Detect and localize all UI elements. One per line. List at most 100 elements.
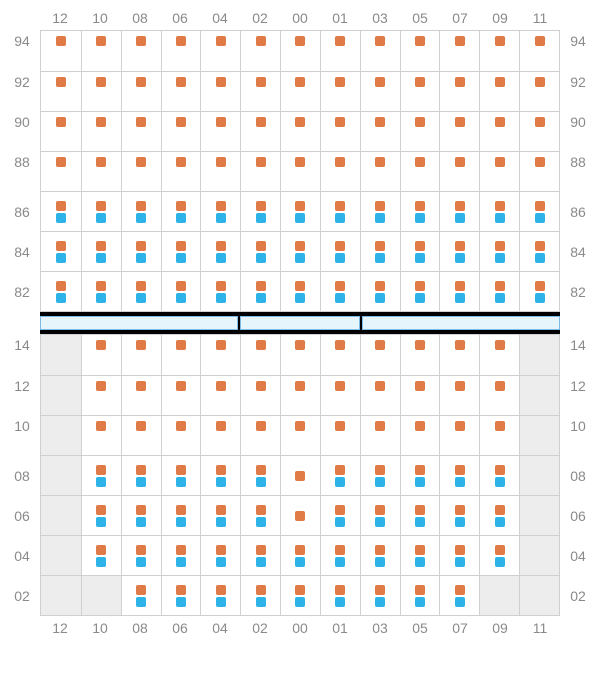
cell[interactable] bbox=[400, 232, 440, 271]
seat-marker[interactable] bbox=[176, 381, 186, 391]
cell[interactable] bbox=[360, 72, 400, 111]
cell[interactable] bbox=[200, 72, 240, 111]
seat-marker[interactable] bbox=[495, 213, 505, 223]
cell[interactable] bbox=[81, 335, 121, 375]
cell[interactable] bbox=[320, 72, 360, 111]
seat-marker[interactable] bbox=[176, 117, 186, 127]
seat-marker[interactable] bbox=[495, 421, 505, 431]
seat-marker[interactable] bbox=[415, 517, 425, 527]
seat-marker[interactable] bbox=[136, 477, 146, 487]
seat-marker[interactable] bbox=[176, 253, 186, 263]
cell[interactable] bbox=[200, 376, 240, 415]
seat-marker[interactable] bbox=[56, 281, 66, 291]
cell[interactable] bbox=[81, 152, 121, 191]
cell[interactable] bbox=[439, 112, 479, 151]
seat-marker[interactable] bbox=[256, 36, 266, 46]
seat-marker[interactable] bbox=[136, 421, 146, 431]
seat-marker[interactable] bbox=[455, 77, 465, 87]
cell[interactable] bbox=[200, 496, 240, 535]
seat-marker[interactable] bbox=[96, 421, 106, 431]
cell[interactable] bbox=[479, 31, 519, 71]
cell[interactable] bbox=[200, 272, 240, 311]
cell[interactable] bbox=[240, 232, 280, 271]
seat-marker[interactable] bbox=[256, 545, 266, 555]
seat-marker[interactable] bbox=[216, 253, 226, 263]
seat-marker[interactable] bbox=[136, 293, 146, 303]
seat-marker[interactable] bbox=[56, 201, 66, 211]
seat-marker[interactable] bbox=[216, 117, 226, 127]
seat-marker[interactable] bbox=[176, 597, 186, 607]
seat-marker[interactable] bbox=[415, 241, 425, 251]
cell[interactable] bbox=[479, 272, 519, 311]
seat-marker[interactable] bbox=[295, 293, 305, 303]
seat-marker[interactable] bbox=[455, 545, 465, 555]
cell[interactable] bbox=[320, 416, 360, 455]
seat-marker[interactable] bbox=[335, 505, 345, 515]
cell[interactable] bbox=[400, 72, 440, 111]
seat-marker[interactable] bbox=[176, 517, 186, 527]
seat-marker[interactable] bbox=[495, 545, 505, 555]
seat-marker[interactable] bbox=[375, 505, 385, 515]
cell[interactable] bbox=[320, 456, 360, 495]
seat-marker[interactable] bbox=[455, 597, 465, 607]
seat-marker[interactable] bbox=[455, 157, 465, 167]
seat-marker[interactable] bbox=[375, 477, 385, 487]
cell[interactable] bbox=[400, 496, 440, 535]
cell[interactable] bbox=[240, 335, 280, 375]
cell[interactable] bbox=[320, 232, 360, 271]
cell[interactable] bbox=[439, 456, 479, 495]
cell[interactable] bbox=[320, 576, 360, 615]
cell[interactable] bbox=[161, 376, 201, 415]
cell[interactable] bbox=[81, 192, 121, 231]
cell[interactable] bbox=[41, 272, 81, 311]
seat-marker[interactable] bbox=[256, 597, 266, 607]
seat-marker[interactable] bbox=[375, 241, 385, 251]
cell[interactable] bbox=[81, 72, 121, 111]
seat-marker[interactable] bbox=[335, 557, 345, 567]
seat-marker[interactable] bbox=[375, 545, 385, 555]
seat-marker[interactable] bbox=[295, 241, 305, 251]
seat-marker[interactable] bbox=[96, 340, 106, 350]
cell[interactable] bbox=[200, 31, 240, 71]
cell[interactable] bbox=[400, 576, 440, 615]
seat-marker[interactable] bbox=[415, 557, 425, 567]
seat-marker[interactable] bbox=[455, 557, 465, 567]
seat-marker[interactable] bbox=[216, 517, 226, 527]
seat-marker[interactable] bbox=[216, 421, 226, 431]
seat-marker[interactable] bbox=[96, 201, 106, 211]
cell[interactable] bbox=[200, 112, 240, 151]
seat-marker[interactable] bbox=[495, 340, 505, 350]
seat-marker[interactable] bbox=[256, 293, 266, 303]
cell[interactable] bbox=[400, 152, 440, 191]
cell[interactable] bbox=[400, 335, 440, 375]
seat-marker[interactable] bbox=[176, 36, 186, 46]
cell[interactable] bbox=[81, 496, 121, 535]
seat-marker[interactable] bbox=[256, 517, 266, 527]
cell[interactable] bbox=[360, 576, 400, 615]
cell[interactable] bbox=[161, 456, 201, 495]
cell[interactable] bbox=[200, 192, 240, 231]
seat-marker[interactable] bbox=[415, 585, 425, 595]
seat-marker[interactable] bbox=[256, 505, 266, 515]
cell[interactable] bbox=[161, 272, 201, 311]
seat-marker[interactable] bbox=[295, 421, 305, 431]
cell[interactable] bbox=[360, 272, 400, 311]
cell[interactable] bbox=[360, 376, 400, 415]
seat-marker[interactable] bbox=[256, 585, 266, 595]
cell[interactable] bbox=[519, 31, 559, 71]
seat-marker[interactable] bbox=[216, 505, 226, 515]
seat-marker[interactable] bbox=[56, 77, 66, 87]
seat-marker[interactable] bbox=[335, 597, 345, 607]
cell[interactable] bbox=[161, 31, 201, 71]
seat-marker[interactable] bbox=[256, 241, 266, 251]
seat-marker[interactable] bbox=[176, 201, 186, 211]
seat-marker[interactable] bbox=[375, 557, 385, 567]
cell[interactable] bbox=[240, 272, 280, 311]
seat-marker[interactable] bbox=[216, 477, 226, 487]
seat-marker[interactable] bbox=[96, 241, 106, 251]
seat-marker[interactable] bbox=[415, 157, 425, 167]
seat-marker[interactable] bbox=[335, 517, 345, 527]
seat-marker[interactable] bbox=[455, 281, 465, 291]
seat-marker[interactable] bbox=[216, 213, 226, 223]
seat-marker[interactable] bbox=[535, 77, 545, 87]
